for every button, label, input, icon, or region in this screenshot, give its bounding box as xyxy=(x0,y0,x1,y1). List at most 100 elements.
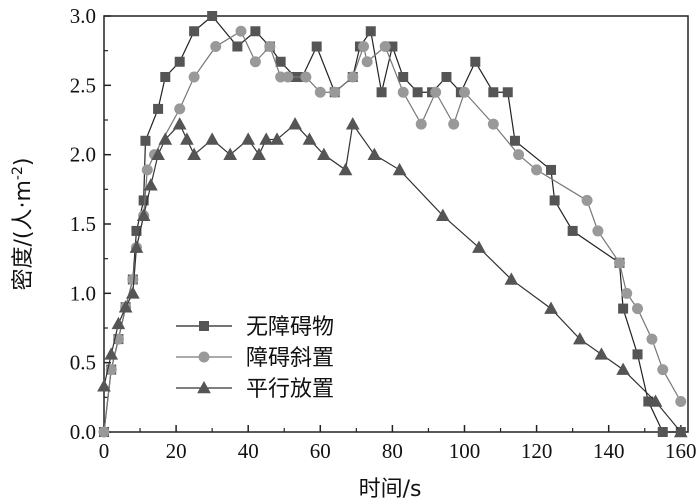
data-point-circle xyxy=(458,86,470,98)
data-point-square xyxy=(412,87,423,98)
data-point-circle xyxy=(361,56,373,68)
data-point-triangle xyxy=(317,147,331,160)
legend-label-circle: 障碍斜置 xyxy=(246,346,334,371)
data-point-circle xyxy=(141,164,153,176)
data-point-triangle xyxy=(648,394,663,407)
data-point-square xyxy=(207,11,218,21)
legend-marker-circle xyxy=(198,351,210,363)
data-point-triangle xyxy=(151,147,165,160)
data-point-square xyxy=(138,195,149,206)
data-point-triangle xyxy=(270,132,284,145)
data-point-square xyxy=(275,56,286,67)
data-point-triangle xyxy=(616,362,630,375)
legend-label-triangle: 平行放置 xyxy=(246,377,334,402)
data-point-circle xyxy=(657,364,669,376)
data-point-triangle xyxy=(392,162,407,176)
data-point-circle xyxy=(531,164,543,176)
data-point-circle xyxy=(448,118,460,130)
data-point-triangle xyxy=(144,178,158,191)
y-axis-title-prefix: 密度/(人·m xyxy=(11,180,36,290)
data-point-triangle xyxy=(252,147,266,160)
data-point-triangle xyxy=(259,132,274,145)
data-point-triangle xyxy=(118,300,133,313)
data-point-circle xyxy=(210,41,222,53)
data-point-triangle xyxy=(172,117,187,130)
legend-label-square: 无障碍物 xyxy=(246,315,334,340)
series-circle xyxy=(98,25,687,438)
data-point-circle xyxy=(430,86,442,98)
data-point-triangle xyxy=(241,132,256,145)
data-point-triangle xyxy=(338,162,353,176)
x-axis-title: 时间/s xyxy=(359,477,422,502)
data-point-square xyxy=(546,164,557,175)
data-point-square xyxy=(509,135,520,146)
data-point-triangle xyxy=(367,147,382,160)
data-point-square xyxy=(657,427,668,437)
data-point-circle xyxy=(235,25,247,37)
data-point-circle xyxy=(188,71,200,83)
x-tick-label: 160 xyxy=(665,439,697,463)
data-point-square xyxy=(376,87,387,98)
x-tick-label: 20 xyxy=(166,439,187,463)
data-point-triangle xyxy=(205,132,219,145)
data-point-circle xyxy=(314,86,326,98)
data-point-triangle xyxy=(187,147,201,160)
data-point-triangle xyxy=(302,132,317,145)
data-point-square xyxy=(488,87,499,98)
data-point-triangle xyxy=(136,208,151,221)
x-tick-label: 100 xyxy=(449,439,481,463)
x-tick-label: 140 xyxy=(593,439,625,463)
data-point-square xyxy=(502,87,513,98)
x-tick-label: 60 xyxy=(310,439,331,463)
data-point-circle xyxy=(675,395,687,407)
data-point-circle xyxy=(415,118,427,130)
data-point-circle xyxy=(632,303,644,315)
data-point-circle xyxy=(581,194,593,206)
x-tick-label: 0 xyxy=(99,439,110,463)
data-point-circle xyxy=(614,257,626,269)
data-point-triangle xyxy=(125,286,140,299)
data-point-circle xyxy=(379,41,391,53)
x-tick-label: 120 xyxy=(521,439,553,463)
data-point-triangle xyxy=(111,316,126,330)
data-point-circle xyxy=(513,149,525,161)
data-point-triangle xyxy=(504,272,519,285)
data-point-square xyxy=(365,26,376,37)
y-tick-label: 0.0 xyxy=(70,420,96,444)
data-point-square xyxy=(632,349,643,360)
data-point-triangle xyxy=(436,208,450,221)
data-point-square xyxy=(470,56,481,67)
data-point-circle xyxy=(621,287,633,299)
data-point-triangle xyxy=(544,301,558,314)
data-point-triangle xyxy=(594,347,609,360)
data-point-triangle xyxy=(573,332,587,345)
x-axis: 0 20 40 60 80 100 120 140 160 xyxy=(99,425,697,463)
data-point-triangle xyxy=(158,132,173,145)
data-point-square xyxy=(174,56,185,67)
data-point-square xyxy=(160,72,171,83)
data-point-square xyxy=(549,195,560,206)
series-line-circle xyxy=(103,30,682,433)
data-point-triangle xyxy=(673,424,688,438)
data-point-triangle xyxy=(472,240,486,253)
data-point-square xyxy=(189,26,200,37)
data-point-circle xyxy=(329,86,341,98)
data-point-circle xyxy=(358,41,370,53)
data-point-triangle xyxy=(345,117,360,130)
data-point-circle xyxy=(397,86,409,98)
data-point-circle xyxy=(487,118,499,130)
data-point-square xyxy=(153,103,164,114)
data-point-circle xyxy=(127,273,139,285)
data-point-triangle xyxy=(180,132,194,145)
data-point-circle xyxy=(646,333,658,345)
series-square xyxy=(99,11,686,437)
data-point-triangle xyxy=(97,379,111,392)
data-point-circle xyxy=(282,71,294,83)
series-triangle xyxy=(97,117,688,438)
data-point-circle xyxy=(264,41,276,53)
data-point-square xyxy=(232,41,243,52)
data-point-triangle xyxy=(104,347,119,360)
y-tick-label: 0.5 xyxy=(70,351,96,375)
